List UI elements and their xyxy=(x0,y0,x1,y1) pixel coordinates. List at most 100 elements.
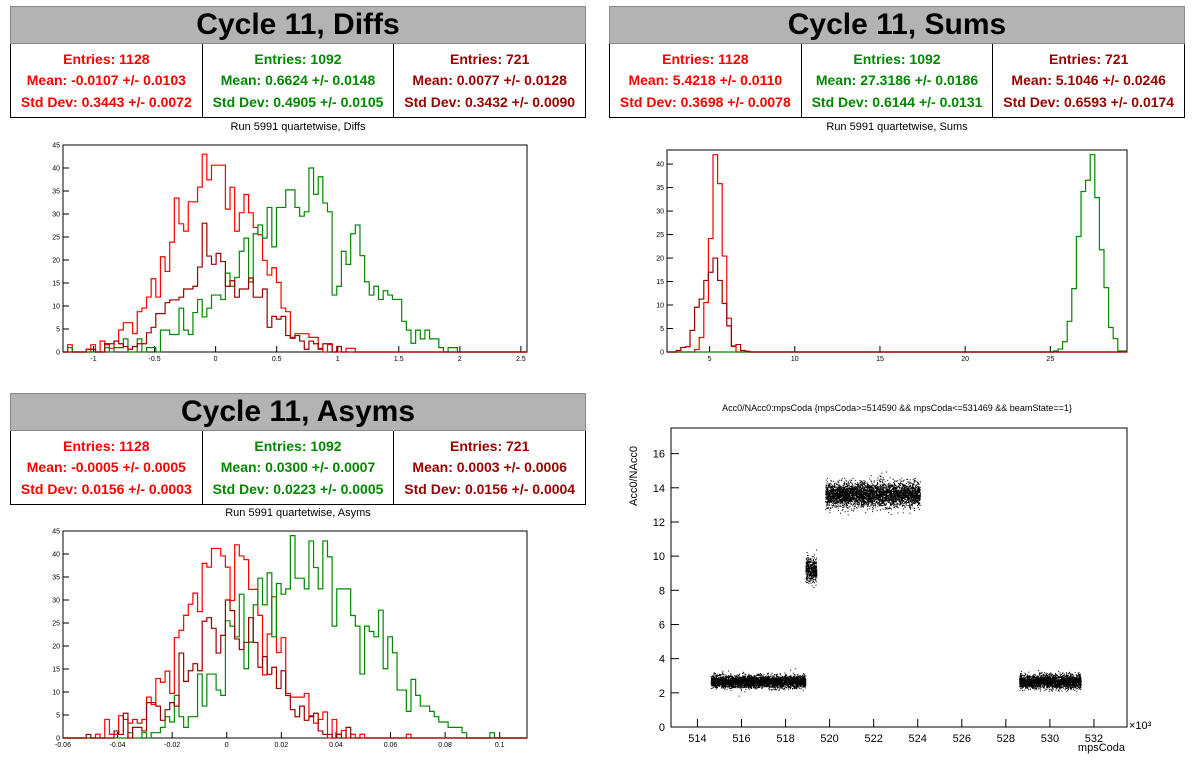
stat-mean: Mean: -0.0005 +/- 0.0005 xyxy=(26,459,186,476)
diffs-stats-darkred: Entries: 721 Mean: 0.0077 +/- 0.0128 Std… xyxy=(393,44,585,117)
stat-std: Std Dev: 0.3443 +/- 0.0072 xyxy=(20,94,192,111)
y-tick-label: 35 xyxy=(52,189,60,196)
y-tick-label: 0 xyxy=(659,722,665,734)
chart-1: 5 10 15 20 25 0 5 10 15 20 25 30 35 40 xyxy=(656,149,1128,363)
x-tick-label: 25 xyxy=(1046,356,1054,363)
y-tick-label: 5 xyxy=(56,327,60,334)
stat-entries: Entries: 1128 xyxy=(63,437,150,454)
stat-entries: Entries: 721 xyxy=(449,437,530,454)
stat-std: Std Dev: 0.6144 +/- 0.0131 xyxy=(811,94,983,111)
x-tick-label: -0.02 xyxy=(164,742,180,749)
x-tick-label: 528 xyxy=(997,733,1015,745)
sums-subtitle: Run 5991 quartetwise, Sums xyxy=(826,121,968,133)
y-tick-label: 5 xyxy=(56,713,60,720)
stat-mean: Mean: 0.6624 +/- 0.0148 xyxy=(220,72,376,89)
scatter-title: Acc0/NAcc0:mpsCoda {mpsCoda>=514590 && m… xyxy=(722,403,1072,413)
asyms-subtitle: Run 5991 quartetwise, Asyms xyxy=(225,507,371,519)
stat-mean: Mean: 5.4218 +/- 0.0110 xyxy=(628,72,783,89)
y-tick-label: 25 xyxy=(52,621,60,628)
y-tick-label: 40 xyxy=(52,552,60,559)
x-axis-multiplier: ×10³ xyxy=(1129,720,1152,732)
y-tick-label: 20 xyxy=(52,258,60,265)
y-tick-label: 30 xyxy=(52,598,60,605)
scatter-cluster-3 xyxy=(1019,669,1082,693)
y-tick-label: 40 xyxy=(656,162,664,169)
asyms-stats: Entries: 1128 Mean: -0.0005 +/- 0.0005 S… xyxy=(10,431,586,505)
x-tick-label: 516 xyxy=(732,733,750,745)
x-tick-label: 532 xyxy=(1085,733,1103,745)
asyms-stats-darkred: Entries: 721 Mean: 0.0003 +/- 0.0006 Std… xyxy=(393,431,585,504)
y-tick-label: 30 xyxy=(656,209,664,216)
stat-std: Std Dev: 0.0156 +/- 0.0003 xyxy=(20,481,192,498)
y-tick-label: 0 xyxy=(56,350,60,357)
y-tick-label: 25 xyxy=(656,232,664,239)
x-tick-label: 20 xyxy=(961,356,969,363)
x-tick-label: 0 xyxy=(225,742,229,749)
plot-frame xyxy=(666,149,1128,353)
x-tick-label: 520 xyxy=(820,733,838,745)
x-axis-label: mpsCoda xyxy=(1078,742,1126,754)
y-tick-label: 40 xyxy=(52,166,60,173)
stat-entries: Entries: 1092 xyxy=(254,50,342,67)
y-tick-label: 12 xyxy=(653,517,665,529)
y-tick-label: 15 xyxy=(52,281,60,288)
asyms-title: Cycle 11, Asyms xyxy=(10,393,586,431)
stat-mean: Mean: 0.0077 +/- 0.0128 xyxy=(412,72,567,89)
y-tick-label: 0 xyxy=(56,736,60,743)
asyms-stats-red: Entries: 1128 Mean: -0.0005 +/- 0.0005 S… xyxy=(11,431,202,504)
histogram-darkred-series xyxy=(63,222,527,353)
diffs-title: Cycle 11, Diffs xyxy=(10,6,586,44)
stat-mean: Mean: 27.3186 +/- 0.0186 xyxy=(815,72,979,89)
x-tick-label: 0.06 xyxy=(384,742,398,749)
y-tick-label: 30 xyxy=(52,212,60,219)
histogram-red-series xyxy=(667,154,1127,353)
x-tick-label: -0.5 xyxy=(149,356,161,363)
y-tick-label: 10 xyxy=(52,690,60,697)
y-tick-label: 6 xyxy=(659,619,665,631)
y-tick-label: 20 xyxy=(52,644,60,651)
sums-stats: Entries: 1128 Mean: 5.4218 +/- 0.0110 St… xyxy=(609,44,1185,118)
chart-2: -0.06 -0.04 -0.02 0 0.02 0.04 0.06 0.08 0.1 0 5 10 1… xyxy=(52,529,528,749)
chart-3: 514 516 518 520 522 524 526 528 530 532 0 2 4 6 8 10 12 1… xyxy=(628,427,1152,754)
x-tick-label: 514 xyxy=(688,733,706,745)
y-tick-label: 10 xyxy=(653,551,665,563)
plot-frame xyxy=(670,427,1128,728)
stat-mean: Mean: 0.0003 +/- 0.0006 xyxy=(412,459,567,476)
x-tick-label: 0.02 xyxy=(275,742,289,749)
histogram-darkred-series xyxy=(667,257,1127,353)
stat-entries: Entries: 1128 xyxy=(662,50,749,67)
x-tick-label: 10 xyxy=(791,356,799,363)
x-tick-label: 524 xyxy=(909,733,927,745)
stat-entries: Entries: 721 xyxy=(1048,50,1129,67)
stat-std: Std Dev: 0.6593 +/- 0.0174 xyxy=(1003,94,1175,111)
scatter-cluster-0 xyxy=(710,668,807,697)
x-tick-label: 0.5 xyxy=(272,356,282,363)
y-tick-label: 5 xyxy=(660,326,664,333)
x-tick-label: 2.5 xyxy=(516,356,526,363)
y-tick-label: 25 xyxy=(52,235,60,242)
x-tick-label: -1 xyxy=(90,356,96,363)
y-tick-label: 2 xyxy=(659,688,665,700)
histogram-darkred-series xyxy=(63,599,527,739)
x-tick-label: 530 xyxy=(1041,733,1059,745)
x-tick-label: -0.06 xyxy=(55,742,71,749)
y-tick-label: 0 xyxy=(660,350,664,357)
x-tick-label: 0.1 xyxy=(495,742,505,749)
x-tick-label: 0.04 xyxy=(329,742,343,749)
stat-std: Std Dev: 0.3432 +/- 0.0090 xyxy=(404,94,576,111)
diffs-stats-green: Entries: 1092 Mean: 0.6624 +/- 0.0148 St… xyxy=(201,44,394,117)
y-tick-label: 10 xyxy=(656,303,664,310)
sums-title: Cycle 11, Sums xyxy=(609,6,1185,44)
x-tick-label: 15 xyxy=(876,356,884,363)
sums-stats-darkred: Entries: 721 Mean: 5.1046 +/- 0.0246 Std… xyxy=(992,44,1184,117)
sums-stats-red: Entries: 1128 Mean: 5.4218 +/- 0.0110 St… xyxy=(610,44,801,117)
stat-std: Std Dev: 0.0156 +/- 0.0004 xyxy=(404,481,576,498)
scatter-cluster-2 xyxy=(825,471,921,516)
chart-0: -1 -0.5 0 0.5 1 1.5 2 2.5 0 5 10 15 20 25 30 35 40 45 xyxy=(52,143,528,363)
histogram-red-series xyxy=(63,153,527,353)
x-tick-label: 1 xyxy=(336,356,340,363)
stat-mean: Mean: 5.1046 +/- 0.0246 xyxy=(1011,72,1166,89)
y-tick-label: 16 xyxy=(653,449,665,461)
stat-std: Std Dev: 0.3698 +/- 0.0078 xyxy=(619,94,791,111)
